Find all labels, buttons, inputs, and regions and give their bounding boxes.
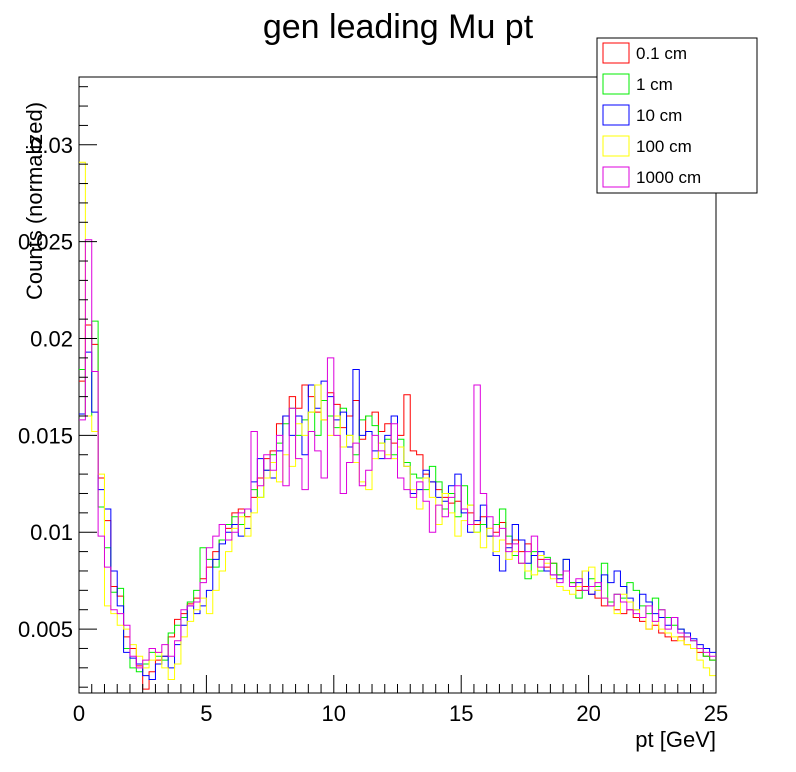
y-tick-label: 0.005 [18, 617, 73, 642]
x-tick-label: 20 [576, 701, 600, 726]
legend-swatch [602, 166, 630, 188]
x-axis: 0 5 10 15 20 25 [73, 675, 728, 726]
legend-items: 0.1 cm 1 cm 10 cm 100 cm 1000 cm [602, 42, 701, 188]
y-tick-label: 0.02 [30, 327, 73, 352]
y-axis: 0.005 0.01 0.015 0.02 0.025 0.03 [18, 86, 97, 688]
legend: 0.1 cm 1 cm 10 cm 100 cm 1000 cm [596, 37, 758, 194]
x-tick-label: 5 [200, 701, 212, 726]
y-axis-title: Counts (normalized) [22, 102, 47, 300]
x-tick-label: 25 [704, 701, 728, 726]
x-tick-label: 10 [322, 701, 346, 726]
legend-label: 1 cm [636, 75, 673, 94]
y-tick-label: 0.025 [18, 230, 73, 255]
legend-label: 100 cm [636, 137, 692, 156]
legend-swatch [602, 42, 630, 64]
x-tick-label: 0 [73, 701, 85, 726]
chart-title: gen leading Mu pt [263, 8, 534, 46]
series-line-0 [79, 324, 716, 690]
y-tick-label: 0.015 [18, 423, 73, 448]
legend-swatch [602, 104, 630, 126]
legend-swatch [602, 135, 630, 157]
legend-label: 0.1 cm [636, 44, 687, 63]
y-tick-label: 0.01 [30, 520, 73, 545]
x-tick-label: 15 [449, 701, 473, 726]
x-axis-title: pt [GeV] [635, 727, 716, 752]
legend-swatch [602, 73, 630, 95]
legend-label: 1000 cm [636, 168, 701, 187]
y-tick-label: 0.03 [30, 133, 73, 158]
legend-label: 10 cm [636, 106, 682, 125]
series-layer [79, 161, 716, 690]
series-line-4 [79, 239, 716, 669]
